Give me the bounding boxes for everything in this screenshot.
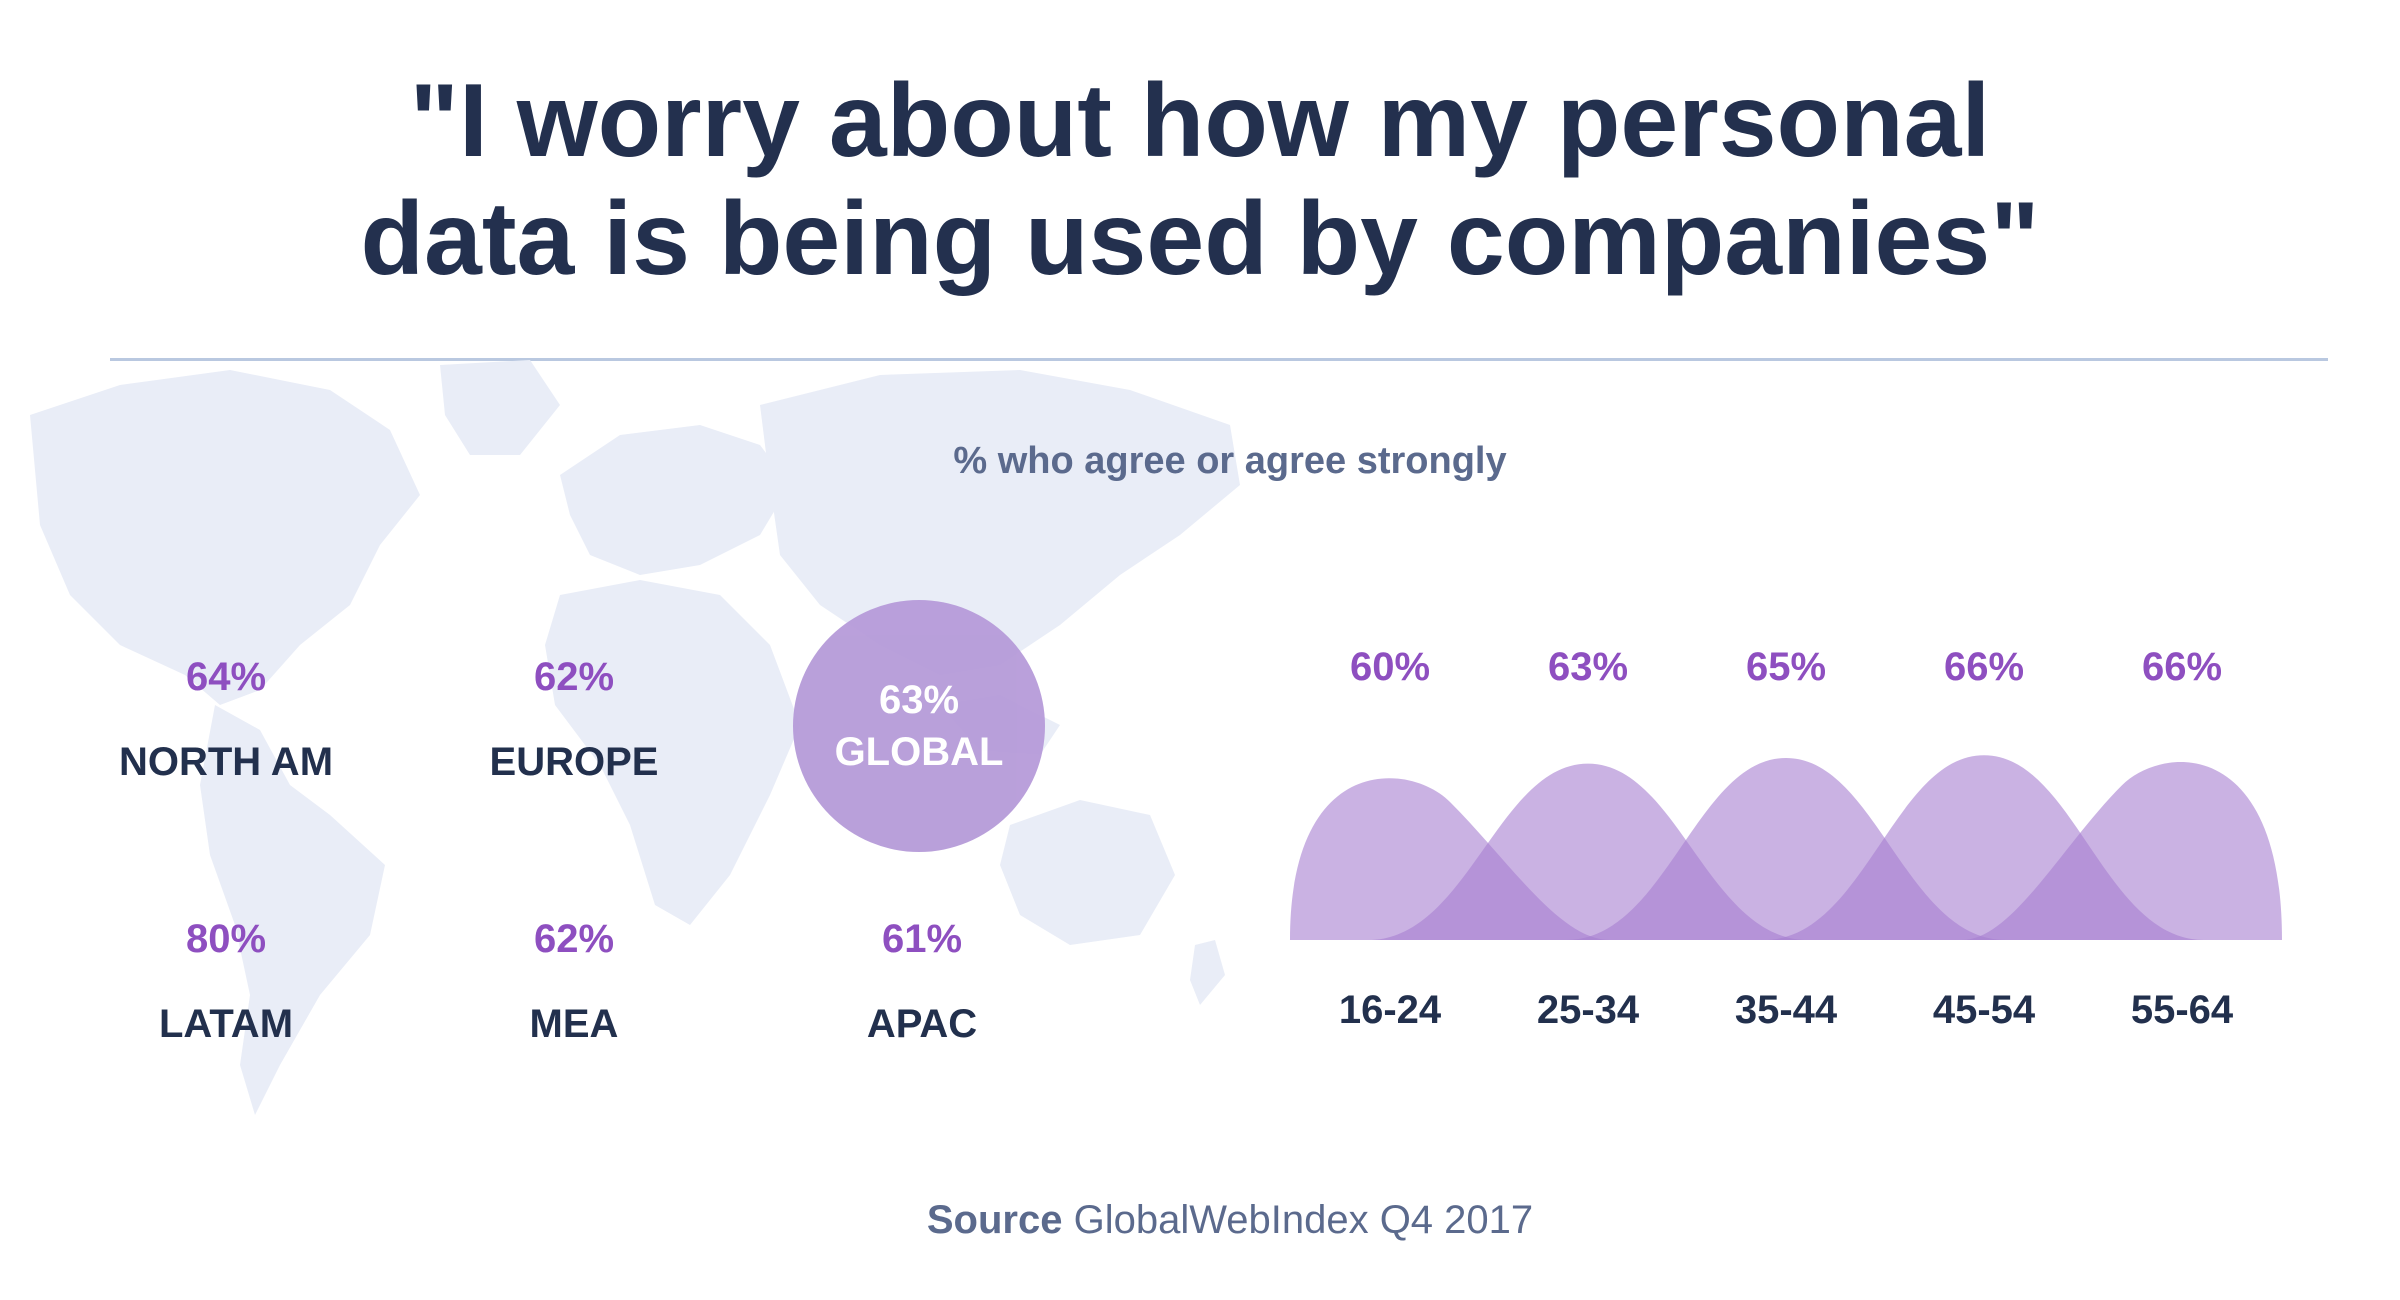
region-north-am: 64% NORTH AM (76, 655, 376, 785)
global-label: GLOBAL (834, 730, 1004, 774)
source-note: Source GlobalWebIndex Q4 2017 (0, 1198, 2400, 1243)
global-value: 63% (878, 678, 960, 722)
chart-subtitle: % who agree or agree strongly (953, 440, 1507, 482)
map-new-zealand (1190, 940, 1225, 1005)
region-apac: 61% APAC (772, 917, 1072, 1047)
age-category-label: 35-44 (1735, 988, 1838, 1032)
map-south-america (200, 705, 385, 1115)
source-label: Source (926, 1198, 1063, 1242)
age-category-label: 25-34 (1537, 988, 1640, 1032)
global-circle: 63% GLOBAL (793, 600, 1045, 852)
age-group-chart: 60% 16-24 63% 25-34 65% 35-44 66% 45-54 66% 55-64 (1290, 645, 2282, 1032)
world-map-background (30, 360, 1240, 1115)
map-north-america (30, 370, 420, 705)
region-value: 80% (185, 917, 267, 961)
age-area-55-64 (1962, 762, 2282, 940)
region-latam: 80% LATAM (76, 917, 376, 1047)
page-title-line-1: "I worry about how my personal (409, 63, 1991, 179)
age-category-label: 16-24 (1339, 988, 1442, 1032)
map-asia (760, 370, 1240, 675)
map-japan (1118, 485, 1150, 560)
region-value: 62% (533, 655, 615, 699)
region-europe: 62% EUROPE (424, 655, 724, 785)
map-australia (1000, 800, 1175, 945)
region-mea: 62% MEA (424, 917, 724, 1047)
region-label: LATAM (158, 1002, 294, 1046)
age-value-label: 60% (1350, 645, 1430, 689)
age-value-label: 65% (1746, 645, 1826, 689)
region-label: NORTH AM (118, 740, 334, 784)
age-category-label: 45-54 (1933, 988, 2036, 1032)
region-label: APAC (866, 1002, 978, 1046)
age-value-label: 66% (2142, 645, 2222, 689)
age-value-label: 66% (1944, 645, 2024, 689)
title-divider (110, 358, 2328, 361)
region-value: 61% (881, 917, 963, 961)
region-label: EUROPE (489, 740, 659, 784)
region-value: 64% (185, 655, 267, 699)
map-europe (560, 425, 790, 575)
source-text: GlobalWebIndex Q4 2017 (1073, 1198, 1534, 1242)
region-label: MEA (529, 1002, 619, 1046)
age-category-label: 55-64 (2131, 988, 2234, 1032)
map-africa (545, 580, 800, 925)
age-value-label: 63% (1548, 645, 1628, 689)
region-value: 62% (533, 917, 615, 961)
map-greenland (440, 360, 560, 455)
page-title-line-2: data is being used by companies" (360, 181, 2040, 297)
page-title: "I worry about how my personal data is b… (0, 62, 2400, 298)
